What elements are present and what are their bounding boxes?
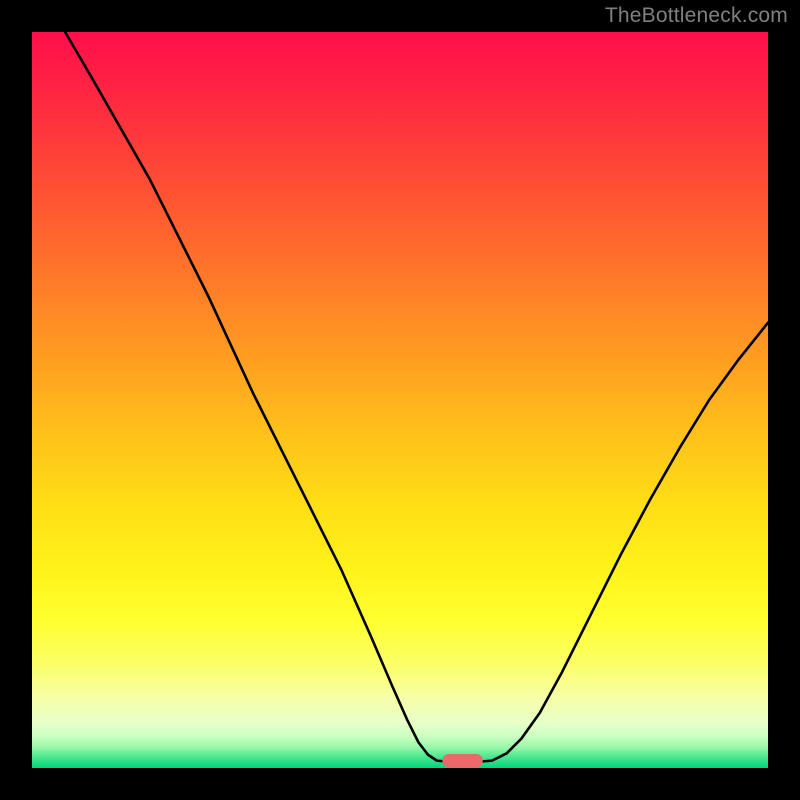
watermark-text: TheBottleneck.com: [605, 4, 788, 28]
bottleneck-chart: [0, 0, 800, 800]
plot-background: [32, 32, 768, 768]
optimal-marker: [442, 754, 482, 767]
chart-container: TheBottleneck.com: [0, 0, 800, 800]
